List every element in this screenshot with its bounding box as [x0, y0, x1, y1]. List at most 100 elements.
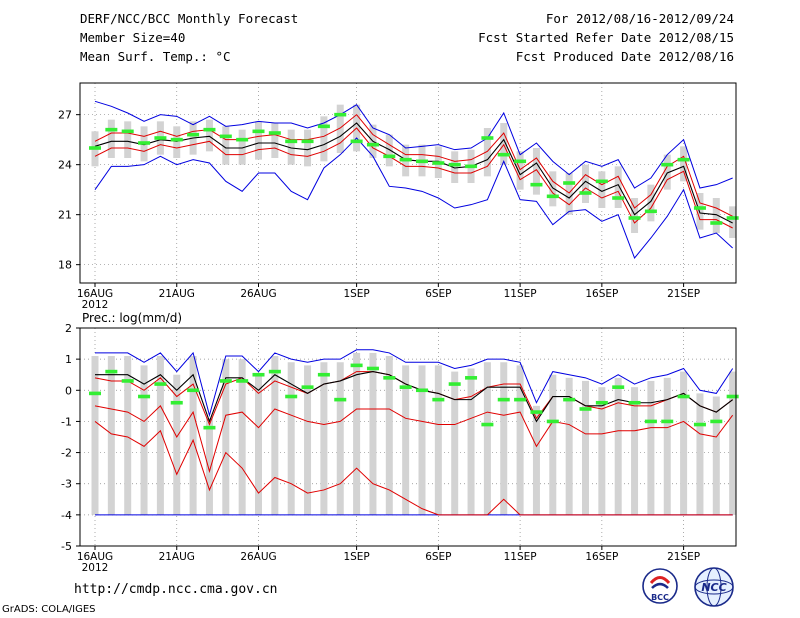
- y-tick-label: 24: [58, 159, 72, 172]
- precip-panel-title: Prec.: log(mm/d): [82, 311, 182, 325]
- y-tick-label: 1: [65, 353, 72, 366]
- median-mark: [595, 400, 608, 405]
- median-mark: [219, 379, 232, 383]
- median-mark: [563, 181, 576, 185]
- median-mark: [89, 146, 101, 150]
- ensemble-box: [336, 362, 344, 515]
- median-mark: [661, 162, 674, 167]
- ensemble-box: [320, 116, 328, 162]
- median-mark: [710, 419, 723, 424]
- ensemble-box: [631, 198, 639, 233]
- ensemble-box: [582, 380, 589, 515]
- median-mark: [465, 376, 478, 380]
- ensemble-box: [565, 377, 573, 515]
- y-tick-label: -3: [61, 478, 72, 491]
- median-mark: [612, 385, 625, 389]
- ensemble-box: [124, 356, 132, 515]
- median-mark: [497, 152, 510, 157]
- median-mark: [301, 385, 314, 389]
- median-mark: [628, 400, 641, 405]
- ensemble-box: [696, 193, 704, 230]
- ensemble-box: [238, 129, 246, 165]
- y-tick-label: 0: [65, 384, 72, 397]
- median-mark: [432, 161, 445, 165]
- ensemble-box: [255, 121, 262, 160]
- x-tick-label: 16SEP: [585, 288, 618, 300]
- median-mark: [285, 139, 298, 144]
- median-mark: [154, 382, 167, 386]
- y-tick-label: -4: [61, 509, 72, 522]
- ensemble-box: [680, 146, 688, 182]
- median-mark: [154, 136, 167, 140]
- ensemble-box: [91, 356, 99, 515]
- median-mark: [481, 136, 494, 140]
- ensemble-box: [516, 151, 524, 190]
- ensemble-box: [189, 356, 197, 515]
- ensemble-box: [304, 129, 312, 167]
- y-tick-label: -1: [61, 415, 72, 428]
- median-mark: [432, 397, 445, 402]
- ensemble-box: [680, 371, 688, 515]
- x-year-label: 2012: [82, 562, 109, 574]
- median-mark: [416, 159, 428, 164]
- median-mark: [203, 127, 216, 132]
- ensemble-box: [238, 359, 246, 515]
- median-mark: [530, 410, 543, 414]
- median-mark: [448, 162, 461, 167]
- median-mark: [285, 394, 298, 399]
- ensemble-box: [402, 365, 410, 515]
- ensemble-box: [369, 352, 377, 515]
- x-tick-label: 21AUG: [159, 551, 195, 563]
- median-mark: [89, 391, 101, 396]
- x-tick-label: 6SEP: [425, 551, 451, 563]
- median-mark: [383, 154, 396, 159]
- median-mark: [726, 216, 739, 220]
- median-mark: [301, 139, 314, 144]
- series-mean-line: [94, 122, 733, 224]
- x-tick-label: 21SEP: [667, 288, 700, 300]
- ensemble-box: [565, 173, 573, 215]
- ensemble-box: [255, 374, 262, 515]
- source-url[interactable]: http://cmdp.ncc.cma.gov.cn: [74, 582, 278, 597]
- figure-title: DERF/NCC/BCC Monthly Forecast: [80, 11, 299, 26]
- median-mark: [514, 159, 527, 164]
- grads-credit: GrADS: COLA/IGES: [2, 604, 96, 615]
- median-mark: [187, 132, 200, 137]
- ensemble-box: [222, 359, 230, 515]
- ensemble-box: [467, 368, 475, 515]
- ensemble-box: [205, 418, 213, 515]
- ensemble-box: [631, 387, 639, 515]
- median-mark: [481, 422, 494, 427]
- panel-precipitation: [76, 327, 739, 550]
- median-mark: [366, 366, 379, 371]
- ncc-logo: NCC: [694, 567, 734, 607]
- series-max-line: [94, 100, 733, 189]
- ensemble-box: [124, 121, 132, 158]
- median-mark: [693, 206, 706, 210]
- x-tick-label: 6SEP: [425, 288, 451, 300]
- median-mark: [612, 196, 625, 200]
- median-mark: [334, 397, 347, 402]
- median-mark: [514, 397, 527, 402]
- ensemble-box: [729, 371, 737, 515]
- median-mark: [317, 124, 330, 129]
- ensemble-box: [663, 154, 671, 190]
- median-mark: [628, 216, 641, 220]
- ensemble-box: [483, 128, 491, 177]
- ensemble-box: [353, 352, 361, 515]
- member-size: Member Size=40: [80, 30, 186, 45]
- ensemble-box: [729, 206, 737, 238]
- ensemble-box: [107, 119, 115, 158]
- median-mark: [644, 209, 657, 214]
- median-mark: [726, 394, 739, 399]
- ensemble-box: [205, 119, 213, 152]
- y-tick-label: 21: [58, 209, 72, 222]
- ensemble-box: [500, 362, 508, 515]
- ensemble-box: [418, 365, 426, 515]
- ensemble-box: [287, 362, 295, 515]
- fcst-produced-date: Fcst Produced Date 2012/08/16: [515, 49, 734, 64]
- series-p25-line: [94, 127, 733, 229]
- ensemble-box: [614, 377, 622, 515]
